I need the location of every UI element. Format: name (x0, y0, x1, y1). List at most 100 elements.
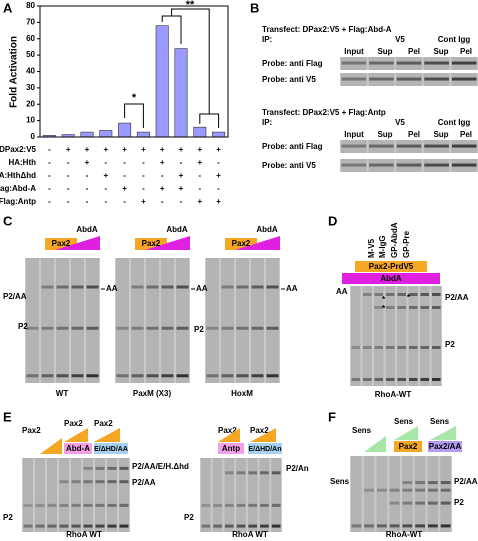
band-label: P2/AA (132, 478, 156, 487)
band (369, 163, 394, 167)
y-tick-label: 40 (26, 67, 35, 76)
condition-sign: - (67, 184, 70, 193)
y-tick-label: 20 (26, 99, 35, 108)
band (41, 285, 54, 289)
caption: RhoA-WT (375, 390, 412, 399)
band (364, 524, 374, 528)
caption: RhoA WT (232, 530, 268, 539)
lane (389, 456, 400, 532)
triangle (430, 426, 456, 440)
transfect: Transfect: DPax2:V5 + Flag:Abd-A (262, 25, 392, 34)
titration: Sens (430, 417, 450, 426)
condition-sign: - (123, 158, 126, 167)
band (397, 378, 406, 381)
gel (22, 458, 130, 532)
band (236, 326, 249, 330)
band (83, 524, 93, 528)
band (251, 326, 264, 330)
band (266, 285, 279, 289)
lane (402, 456, 413, 532)
band (341, 163, 367, 167)
gel (340, 159, 478, 172)
triangle (55, 236, 100, 250)
band (377, 488, 387, 492)
condition-sign: + (216, 197, 221, 206)
y-tick-label: 50 (26, 50, 35, 59)
band (236, 524, 246, 528)
condition-sign: - (104, 184, 107, 193)
lane (431, 286, 441, 386)
protein: Pax2 (142, 239, 161, 248)
band-label: P2 (194, 325, 204, 334)
band (363, 293, 372, 296)
band (83, 466, 93, 470)
lane: Input (344, 130, 364, 139)
lane (341, 73, 367, 86)
band-label: AA (106, 284, 118, 293)
band (351, 524, 362, 528)
band (440, 501, 451, 505)
band (251, 374, 264, 378)
band (396, 163, 422, 167)
gel (200, 458, 282, 532)
bar (212, 131, 226, 138)
band (107, 466, 117, 470)
band (71, 480, 81, 484)
condition-sign: - (123, 197, 126, 206)
band (396, 61, 422, 65)
titrant: AbdA (76, 225, 98, 234)
bar (174, 48, 188, 138)
lane (385, 286, 395, 386)
lane (224, 458, 235, 532)
lane (341, 159, 367, 172)
band (389, 524, 400, 528)
bar (136, 131, 150, 138)
band (83, 503, 93, 507)
band (119, 480, 129, 484)
lane (119, 458, 129, 532)
lane (266, 258, 279, 383)
lane (351, 456, 362, 532)
triangle (250, 428, 276, 442)
band (224, 503, 234, 507)
ip-group: V5 (395, 118, 405, 127)
band-label: P2/AA/E/H.Δhd (132, 462, 189, 471)
band (71, 285, 84, 289)
condition-sign: + (160, 145, 165, 154)
condition-sign: + (122, 184, 127, 193)
band (396, 144, 422, 148)
band (266, 326, 279, 330)
y-tick-label: 80 (26, 1, 35, 10)
lane (26, 258, 39, 383)
partner: E/ΔHD/AA (94, 446, 128, 453)
lane (341, 140, 367, 153)
lane (35, 458, 45, 532)
band (59, 524, 69, 528)
partner-box (94, 443, 128, 454)
band (26, 326, 39, 330)
band (35, 503, 45, 507)
band (131, 326, 144, 330)
band (402, 501, 413, 505)
lane (341, 57, 367, 70)
band (224, 471, 234, 475)
mark: * (382, 304, 386, 313)
y-tick-label: 70 (26, 17, 35, 26)
band (47, 524, 57, 528)
band (432, 306, 441, 309)
condition-sign: + (216, 145, 221, 154)
band (176, 374, 189, 378)
condition-sign: - (104, 197, 107, 206)
bar (80, 131, 94, 138)
lane: Pel (408, 47, 420, 56)
titration: Pax2 (250, 426, 269, 435)
y-tick-label: 30 (26, 83, 35, 92)
band (351, 346, 360, 349)
lane (206, 258, 219, 383)
panel-label: F (328, 409, 336, 424)
band (59, 480, 69, 484)
band (176, 285, 189, 289)
band (116, 374, 129, 378)
band (397, 346, 406, 349)
triangle (235, 236, 280, 250)
